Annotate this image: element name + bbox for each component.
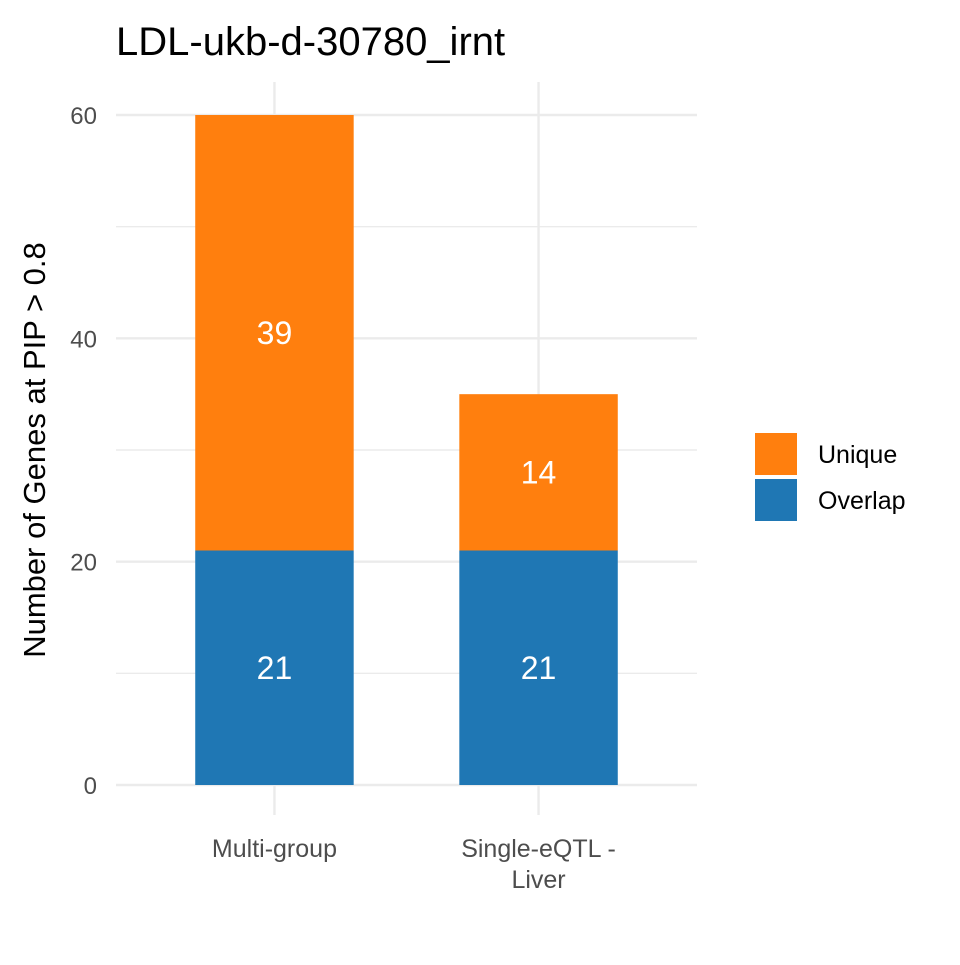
legend-label-unique: Unique [818,441,897,469]
bar-value-label: 14 [521,454,557,490]
y-tick-label: 20 [70,550,97,577]
bars [195,115,618,785]
bar-value-label: 21 [521,650,557,686]
x-tick-label: Single-eQTL -Liver [461,835,616,894]
legend-key-overlap [755,479,797,521]
x-tick-label: Multi-group [212,835,337,863]
bar-overlap [459,550,618,785]
bar-unique [459,394,618,551]
bar-value-label: 39 [257,315,293,351]
y-axis-label: Number of Genes at PIP > 0.8 [17,242,52,658]
bar-overlap [195,550,354,785]
bar-value-labels: 21 39 21 14 [257,315,557,686]
bar-value-label: 21 [257,650,293,686]
legend-key-unique [755,433,797,475]
y-tick-label: 60 [70,103,97,130]
chart-title: LDL-ukb-d-30780_irnt [116,20,505,64]
legend: Unique Overlap [755,433,906,521]
axes: 0 20 40 60 Multi-group Single-eQTL -Liver [70,103,616,894]
y-tick-label: 0 [84,773,97,800]
legend-label-overlap: Overlap [818,487,906,515]
bar-unique [195,115,354,551]
y-tick-label: 40 [70,326,97,353]
